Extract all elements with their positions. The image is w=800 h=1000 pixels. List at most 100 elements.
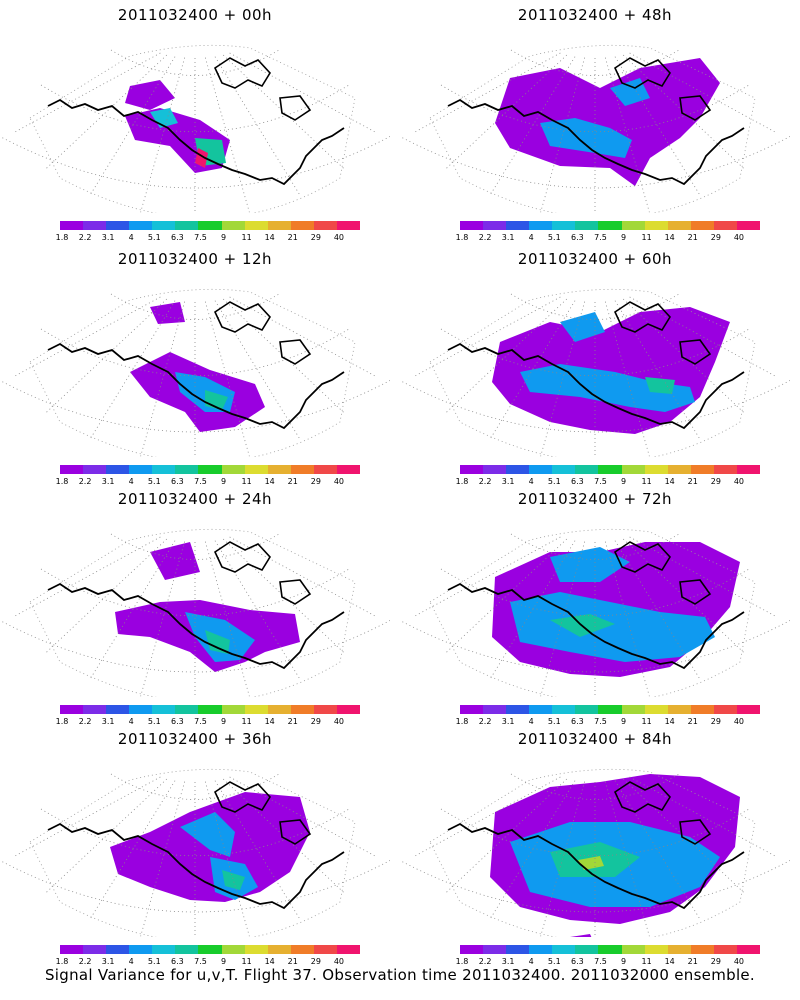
colorbar-tick-label: 4: [528, 233, 534, 242]
map-panel-12h: 2011032400 + 12h 1.8 2.2 3.1 4 5.1 6.3 7.5 9 11 14…: [0, 250, 390, 490]
colorbar-ticks: 1.8 2.2 3.1 4 5.1 6.3 7.5 9 11 14 21 29 40: [452, 233, 752, 243]
colorbar-swatch: [221, 221, 245, 230]
colorbar-swatch: [575, 945, 599, 954]
meridian-line: [204, 301, 250, 457]
latitude-line: [440, 328, 750, 377]
meridian-line: [229, 296, 378, 378]
colorbar-tick-label: 40: [333, 957, 345, 966]
colorbar-swatch: [644, 465, 668, 474]
colorbar-swatch: [244, 945, 268, 954]
latitude-line: [400, 619, 790, 673]
colorbar-tick-label: 4: [528, 717, 534, 726]
colorbar-swatch: [198, 221, 222, 230]
colorbar-tick-label: 11: [641, 957, 652, 966]
colorbar-swatch: [60, 705, 84, 714]
meridian-line: [12, 536, 161, 618]
latitude-line: [40, 328, 350, 377]
colorbar-tick-label: 11: [641, 233, 652, 242]
colorbar-swatch: [598, 221, 622, 230]
colorbar-tick-label: 7.5: [194, 717, 207, 726]
colorbar-tick-label: 29: [710, 233, 721, 242]
colorbar-tick-label: 21: [287, 957, 298, 966]
polar-map: [400, 288, 790, 457]
colorbar-swatch: [221, 705, 245, 714]
colorbar-tick-label: 1.8: [455, 717, 469, 726]
colorbar-tick-label: 4: [128, 717, 134, 726]
meridian-line: [140, 57, 186, 213]
colorbar-tick-label: 9: [620, 233, 627, 242]
panel-title: 2011032400 + 72h: [517, 490, 673, 508]
latitude-line: [110, 49, 280, 76]
colorbar-tick-label: 29: [310, 233, 321, 242]
meridian-line: [229, 52, 378, 134]
meridian-line: [140, 301, 186, 457]
colorbar: [60, 221, 361, 230]
colorbar-tick-label: 40: [333, 477, 345, 486]
colorbar-tick-label: 1.8: [55, 477, 69, 486]
colorbar-tick-label: 3.1: [501, 477, 515, 486]
colorbar-swatch: [506, 945, 530, 954]
colorbar-swatch: [667, 221, 691, 230]
colorbar-swatch: [129, 705, 153, 714]
colorbar-swatch: [713, 465, 737, 474]
colorbar-ticks: 1.8 2.2 3.1 4 5.1 6.3 7.5 9 11 14 21 29 40: [52, 477, 352, 487]
polar-map: [400, 528, 790, 697]
coastline: [447, 582, 745, 670]
meridian-line: [604, 57, 650, 213]
colorbar-tick-label: 2.2: [478, 233, 492, 242]
colorbar-tick-label: 5.1: [547, 957, 561, 966]
panel-title: 2011032400 + 84h: [517, 730, 673, 748]
colorbar-tick-label: 6.3: [571, 717, 584, 726]
meridian-line: [223, 54, 344, 169]
latitude-line: [0, 379, 390, 433]
colorbar-swatch: [129, 945, 153, 954]
colorbar-tick-label: 7.5: [594, 477, 607, 486]
meridian-line: [140, 541, 186, 697]
colorbar-swatch: [736, 465, 761, 474]
coastline: [47, 98, 345, 186]
colorbar-swatch: [552, 465, 576, 474]
colorbar-swatch: [667, 705, 691, 714]
colorbar-ticks: 1.8 2.2 3.1 4 5.1 6.3 7.5 9 11 14 21 29 40: [452, 717, 752, 727]
colorbar-tick-label: 21: [687, 957, 698, 966]
colorbar-tick-label: 6.3: [571, 957, 584, 966]
colorbar-swatch: [644, 945, 668, 954]
colorbar-swatch: [529, 945, 553, 954]
colorbar-swatch: [83, 465, 107, 474]
colorbar-tick-label: 7.5: [194, 233, 207, 242]
colorbar-swatch: [483, 705, 507, 714]
colorbar-swatch: [598, 705, 622, 714]
colorbar-swatch: [267, 705, 291, 714]
colorbar-swatch: [313, 705, 337, 714]
arctic-islands: [613, 781, 712, 845]
colorbar-swatch: [460, 465, 484, 474]
colorbar-tick-label: 1.8: [55, 233, 69, 242]
variance-region: [570, 934, 592, 937]
colorbar-tick-label: 29: [310, 957, 321, 966]
colorbar-tick-label: 9: [620, 957, 627, 966]
colorbar-swatch: [83, 705, 107, 714]
colorbar-swatch: [529, 705, 553, 714]
meridian-line: [540, 301, 586, 457]
colorbar: [60, 945, 361, 954]
colorbar-swatch: [313, 945, 337, 954]
colorbar-ticks: 1.8 2.2 3.1 4 5.1 6.3 7.5 9 11 14 21 29 40: [52, 957, 352, 967]
colorbar-swatch: [83, 221, 107, 230]
variance-region: [645, 377, 675, 394]
latitude-line: [510, 533, 680, 560]
map-panel-36h: 2011032400 + 36h 1.8 2.2 3.1 4 5.1 6.3 7.5 9 11 14…: [0, 730, 390, 970]
colorbar-tick-label: 3.1: [501, 717, 515, 726]
colorbar-swatch: [175, 945, 199, 954]
colorbar-swatch: [644, 705, 668, 714]
colorbar-tick-label: 40: [733, 957, 745, 966]
colorbar-tick-label: 1.8: [455, 233, 469, 242]
variance-region: [150, 542, 200, 580]
coastline: [47, 342, 345, 430]
colorbar-swatch: [575, 705, 599, 714]
colorbar: [460, 705, 761, 714]
colorbar-swatch: [83, 945, 107, 954]
colorbar-tick-label: 14: [264, 717, 275, 726]
colorbar-tick-label: 6.3: [571, 233, 584, 242]
meridian-line: [540, 57, 586, 213]
meridian-line: [540, 781, 586, 937]
